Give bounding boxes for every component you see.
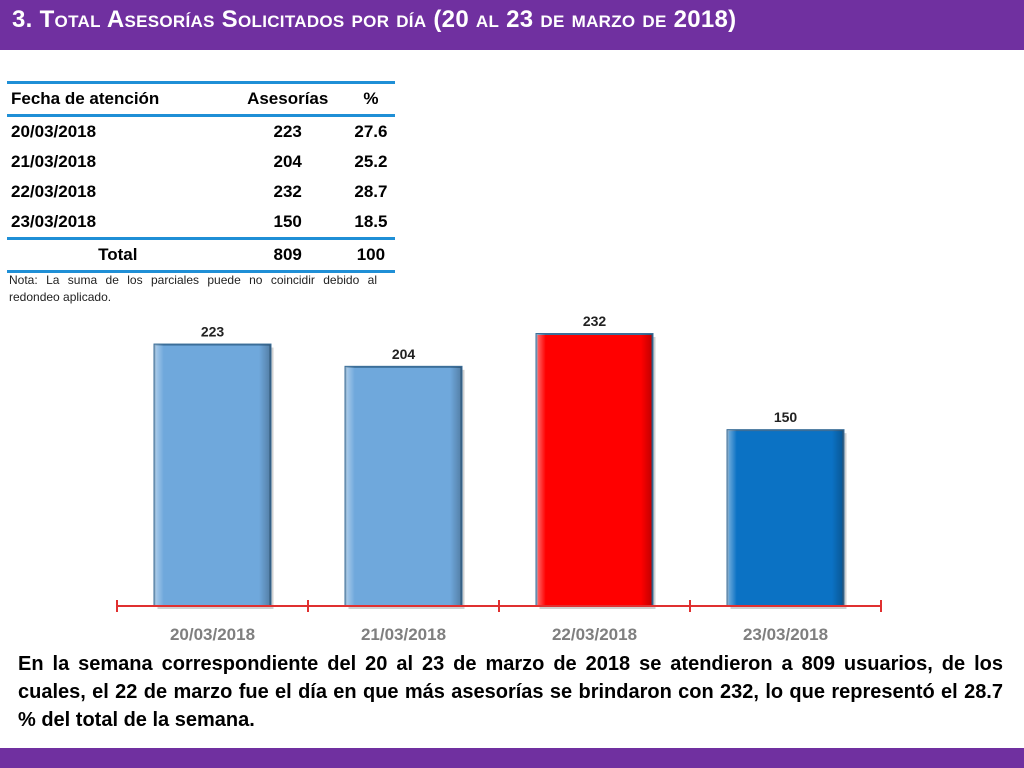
table-cell-fecha: 23/03/2018 [11,212,97,231]
data-label: 150 [774,409,798,425]
table-row: 20/03/2018 223 27.6 [7,116,395,148]
table-header-row: Fecha de atención Asesorías % [7,82,395,116]
table-row: 23/03/2018 150 18.5 [7,207,395,239]
total-porcentaje: 100 [356,245,386,264]
column-header-asesorias: Asesorías [247,89,329,108]
table-cell-porcentaje: 27.6 [354,122,388,141]
table-cell-asesorias: 223 [273,122,302,141]
table-cell-porcentaje: 18.5 [354,212,388,231]
table-note: Nota: La suma de los parciales puede no … [9,273,377,304]
table-row: 22/03/2018 232 28.7 [7,177,395,207]
column-header-fecha: Fecha de atención [11,89,160,108]
table-cell-asesorias: 232 [273,182,302,201]
x-tick-label: 22/03/2018 [552,625,637,644]
total-asesorias: 809 [273,245,302,264]
total-label: Total [98,245,138,264]
footer-bar [0,748,1024,768]
bar-highlight [727,430,844,606]
table-row: 21/03/2018 204 25.2 [7,147,395,177]
page-title: 3. Total Asesorías Solicitados por día (… [12,6,737,33]
x-tick-label: 20/03/2018 [170,625,255,644]
table-cell-fecha: 21/03/2018 [11,152,97,171]
table-cell-asesorias: 204 [273,152,302,171]
bar-highlight [536,334,653,606]
bar-chart: 223 20/03/2018 204 21/03/2018 232 22/03/2018 1… [116,313,882,644]
summary-paragraph: En la semana correspondiente del 20 al 2… [18,653,1003,731]
x-tick-label: 23/03/2018 [743,625,828,644]
bar-highlight [345,366,462,606]
data-label: 223 [201,324,225,340]
table-cell-fecha: 20/03/2018 [11,122,97,141]
table-cell-fecha: 22/03/2018 [11,182,97,201]
table-cell-porcentaje: 28.7 [354,182,388,201]
bar-highlight [154,344,271,606]
data-label: 204 [392,346,416,362]
table-cell-asesorias: 150 [273,212,302,231]
x-tick-label: 21/03/2018 [361,625,446,644]
data-table: Fecha de atención Asesorías % 20/03/2018… [7,81,395,273]
header-bar: 3. Total Asesorías Solicitados por día (… [0,0,1024,50]
data-label: 232 [583,313,607,329]
column-header-porcentaje: % [363,89,379,108]
table-total-row: Total 809 100 [7,238,395,272]
table-cell-porcentaje: 25.2 [354,152,388,171]
